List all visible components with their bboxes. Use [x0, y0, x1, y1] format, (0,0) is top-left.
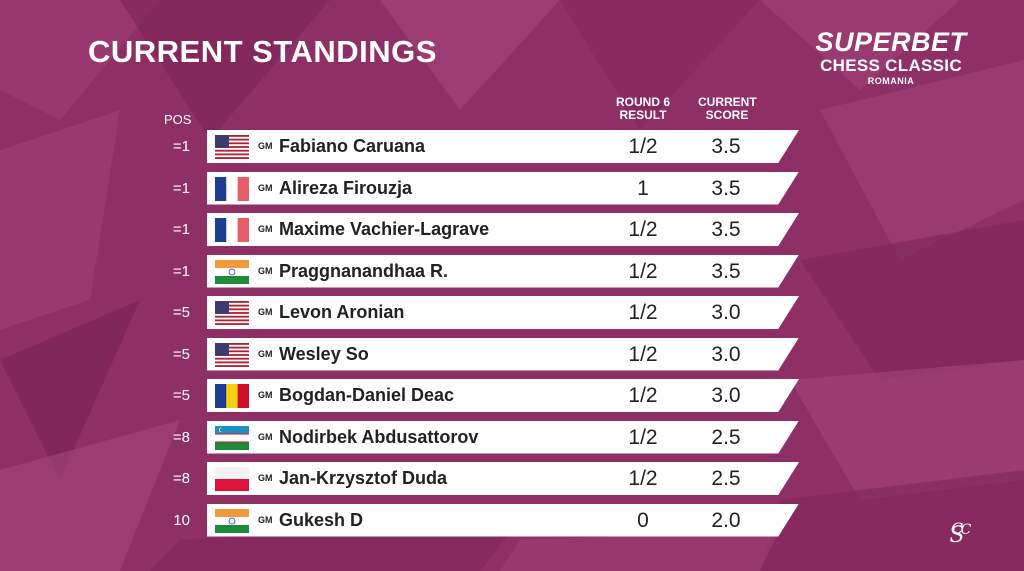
round-result: 0 — [637, 508, 649, 532]
france-flag-icon — [215, 218, 249, 242]
player-title: GM — [258, 141, 273, 151]
table-row: GM Jan-Krzysztof Duda 1/2 2.5 — [207, 462, 799, 495]
current-score-header: CURRENT SCORE — [698, 95, 757, 122]
round-result: 1/2 — [628, 218, 658, 241]
uzbekistan-flag-icon — [215, 425, 249, 450]
player-title: GM — [258, 182, 273, 193]
india-flag-icon — [215, 259, 249, 284]
player-title: GM — [258, 348, 273, 359]
pos-header: POS — [164, 112, 192, 127]
table-row: GM Fabiano Caruana 1/2 3.5 — [207, 130, 799, 163]
current-score: 3.0 — [711, 384, 741, 407]
round-result: 1/2 — [628, 425, 658, 449]
round-result: 1/2 — [628, 467, 658, 490]
page-title: CURRENT STANDINGS — [88, 34, 437, 69]
current-score-header-line2: SCORE — [705, 108, 749, 122]
round-result: 1/2 — [628, 135, 658, 158]
current-score: 3.0 — [711, 301, 741, 324]
player-title: GM — [258, 390, 273, 400]
romania-flag-icon — [215, 384, 249, 408]
round-result-header: ROUND 6 RESULT — [612, 96, 674, 122]
position-label: =5 — [172, 304, 190, 321]
logo-line1: SUPERBET — [815, 27, 967, 57]
current-score-header-line1: CURRENT — [698, 95, 757, 109]
player-name: Fabiano Caruana — [279, 136, 426, 156]
position-label: =8 — [172, 428, 190, 446]
table-row: GM Bogdan-Daniel Deac 1/2 3.0 — [207, 379, 799, 412]
svg-text:C: C — [951, 519, 963, 538]
current-score: 3.5 — [711, 218, 741, 241]
player-title: GM — [258, 431, 273, 442]
player-name: Praggnanandhaa R. — [279, 260, 449, 281]
csc-logo-icon: C S C — [949, 519, 972, 548]
position-label: =1 — [172, 221, 190, 238]
svg-text:S: S — [949, 523, 964, 548]
superbet-logo: SUPERBET CHESS CLASSIC ROMANIA — [806, 28, 976, 87]
current-score: 2.0 — [711, 508, 741, 532]
table-row: GM Praggnanandhaa R. 1/2 3.5 — [207, 254, 799, 288]
round-result: 1/2 — [628, 259, 658, 283]
poland-flag-icon — [215, 467, 249, 491]
player-title: GM — [258, 265, 273, 276]
usa-flag-icon — [215, 342, 249, 367]
round-result-header-line2: RESULT — [619, 108, 667, 122]
position-label: 10 — [173, 511, 190, 529]
logo-line2: CHESS CLASSIC — [820, 56, 962, 75]
table-row: GM Wesley So 1/2 3.0 — [207, 337, 799, 371]
round-result: 1 — [637, 176, 649, 200]
current-score: 3.5 — [711, 135, 741, 158]
player-name: Wesley So — [279, 343, 369, 364]
table-row: GM Gukesh D 0 2.0 — [207, 503, 799, 537]
round-result: 1/2 — [628, 342, 658, 366]
player-name: Levon Aronian — [279, 302, 405, 322]
current-score: 3.0 — [711, 342, 741, 366]
round-result: 1/2 — [628, 384, 658, 407]
player-name: Jan-Krzysztof Duda — [279, 468, 448, 488]
position-label: =5 — [172, 345, 190, 363]
position-label: =5 — [172, 387, 190, 404]
usa-flag-icon — [215, 135, 249, 159]
player-name: Gukesh D — [279, 509, 364, 530]
table-row: GM Maxime Vachier-Lagrave 1/2 3.5 — [207, 213, 799, 246]
table-row: GM Nodirbek Abdusattorov 1/2 2.5 — [207, 420, 799, 454]
player-name: Bogdan-Daniel Deac — [279, 385, 455, 405]
player-name: Nodirbek Abdusattorov — [279, 426, 479, 447]
player-name: Alireza Firouzja — [279, 177, 413, 198]
current-score: 2.5 — [711, 467, 741, 490]
round-result-header-line1: ROUND 6 — [615, 95, 670, 109]
player-title: GM — [258, 473, 273, 483]
player-title: GM — [258, 514, 273, 525]
svg-text:C: C — [961, 522, 972, 538]
player-title: GM — [258, 224, 273, 234]
logo-line3: ROMANIA — [867, 76, 915, 86]
current-score: 3.5 — [711, 176, 741, 200]
usa-flag-icon — [215, 301, 249, 325]
player-name: Maxime Vachier-Lagrave — [279, 219, 490, 239]
position-label: =1 — [172, 179, 190, 197]
position-label: =1 — [172, 262, 190, 280]
india-flag-icon — [215, 508, 249, 533]
round-result: 1/2 — [628, 301, 658, 324]
table-row: GM Levon Aronian 1/2 3.0 — [207, 296, 799, 329]
position-label: =8 — [172, 470, 190, 487]
current-score: 2.5 — [711, 425, 741, 449]
player-title: GM — [258, 307, 273, 317]
france-flag-icon — [215, 176, 249, 201]
position-label: =1 — [172, 138, 190, 155]
current-score: 3.5 — [711, 259, 741, 283]
table-row: GM Alireza Firouzja 1 3.5 — [207, 171, 799, 205]
